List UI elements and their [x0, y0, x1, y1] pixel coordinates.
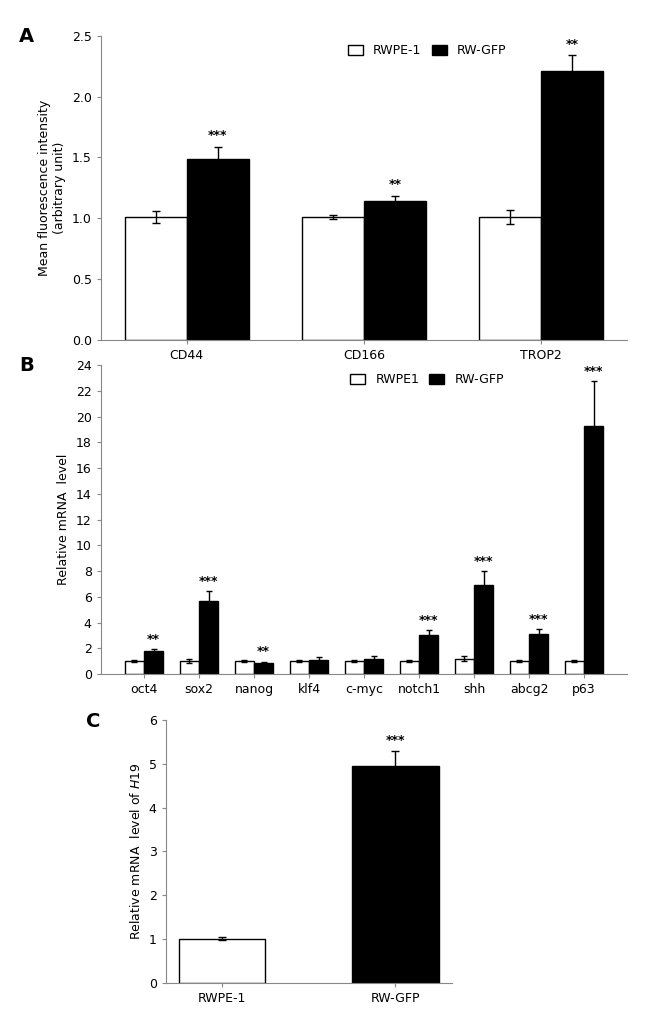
Bar: [344, 662, 364, 674]
Bar: [125, 662, 144, 674]
Text: ***: ***: [385, 734, 405, 747]
Text: **: **: [147, 633, 160, 646]
Bar: [479, 217, 541, 340]
Bar: [179, 662, 199, 674]
Text: ***: ***: [529, 612, 549, 626]
Bar: [352, 767, 439, 983]
Text: B: B: [19, 356, 34, 375]
Text: ***: ***: [419, 614, 438, 627]
Text: **: **: [389, 178, 402, 191]
Bar: [199, 601, 218, 674]
Bar: [290, 662, 309, 674]
Text: ***: ***: [474, 555, 493, 568]
Legend: RWPE-1, RW-GFP: RWPE-1, RW-GFP: [343, 39, 511, 62]
Bar: [541, 71, 603, 340]
Bar: [584, 426, 603, 674]
Bar: [235, 662, 254, 674]
Text: ***: ***: [584, 364, 603, 378]
Y-axis label: Relative mRNA  level of $\it{H19}$: Relative mRNA level of $\it{H19}$: [129, 762, 143, 941]
Bar: [302, 217, 364, 340]
Bar: [187, 158, 249, 340]
Text: **: **: [257, 645, 270, 659]
Text: **: **: [566, 38, 578, 50]
Bar: [364, 660, 384, 674]
Bar: [179, 938, 265, 983]
Bar: [565, 662, 584, 674]
Y-axis label: Mean fluorescence intensity
(arbitrary unit): Mean fluorescence intensity (arbitrary u…: [38, 100, 66, 276]
Text: A: A: [19, 27, 34, 46]
Text: ***: ***: [199, 575, 218, 588]
Bar: [474, 586, 493, 674]
Legend: RWPE1, RW-GFP: RWPE1, RW-GFP: [346, 368, 509, 391]
Bar: [529, 634, 549, 674]
Bar: [455, 659, 474, 674]
Bar: [419, 635, 438, 674]
Bar: [125, 217, 187, 340]
Bar: [364, 201, 426, 340]
Bar: [400, 662, 419, 674]
Bar: [510, 662, 529, 674]
Bar: [309, 660, 328, 674]
Y-axis label: Relative mRNA  level: Relative mRNA level: [57, 454, 70, 586]
Text: C: C: [86, 712, 100, 732]
Text: ***: ***: [208, 129, 227, 142]
Bar: [144, 651, 163, 674]
Bar: [254, 663, 273, 674]
